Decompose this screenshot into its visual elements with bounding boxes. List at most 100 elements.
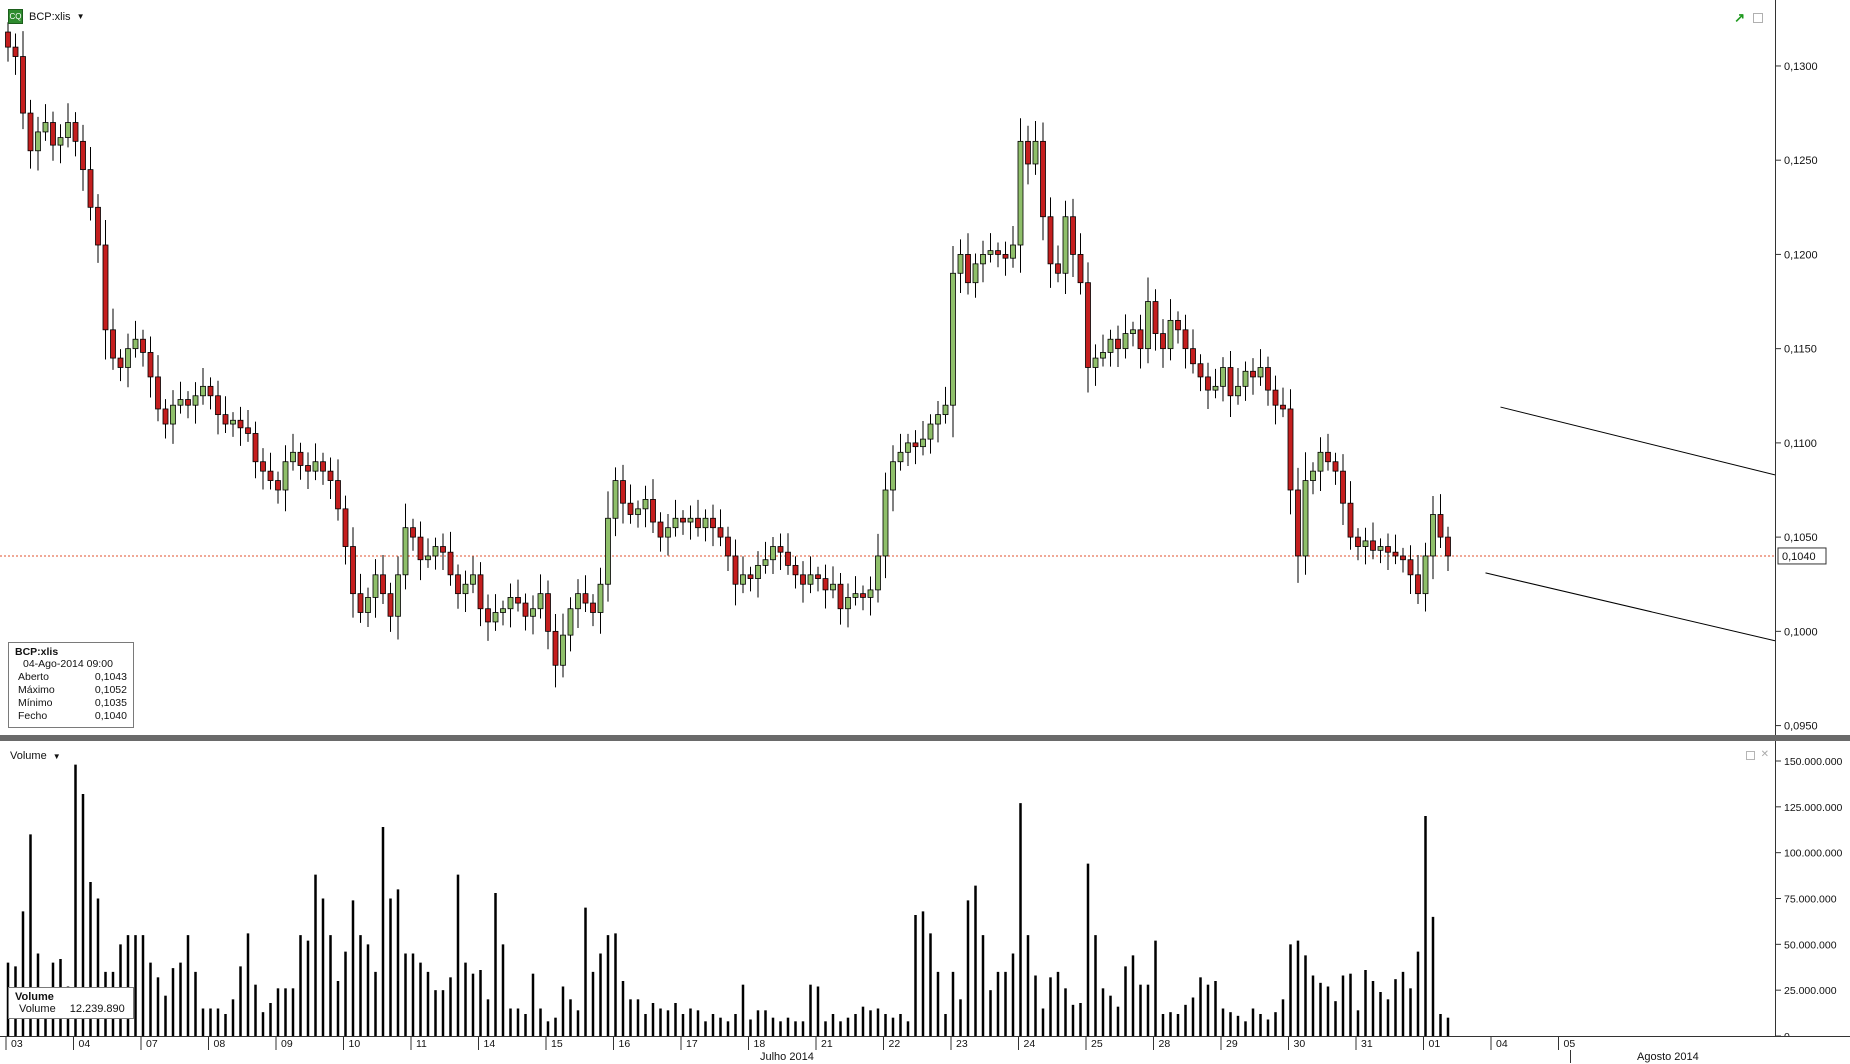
candle-body — [965, 254, 971, 284]
day-label: 22 — [889, 1038, 901, 1050]
candle-body — [320, 461, 326, 472]
candle-body — [1175, 319, 1181, 331]
candle-body — [657, 521, 664, 538]
candle-body — [987, 250, 994, 255]
price-chart-panel[interactable]: CQ BCP:xlis ▼ ↗ BCP:xlis 04-Ago-2014 09:… — [0, 0, 1775, 735]
candle-body — [20, 56, 26, 114]
candle-body — [777, 546, 784, 553]
candle-body — [1235, 385, 1241, 397]
candle-body — [507, 597, 514, 610]
candle-body — [650, 499, 656, 523]
candle-body — [740, 574, 746, 585]
candle-body — [957, 254, 964, 274]
day-label: 28 — [1159, 1038, 1171, 1050]
candle-body — [1227, 367, 1234, 397]
candle-body — [80, 140, 86, 171]
candle-body — [380, 574, 386, 595]
candle-body — [837, 583, 844, 610]
chevron-down-icon[interactable]: ▼ — [76, 12, 85, 21]
candle-body — [882, 489, 889, 557]
panel-divider[interactable] — [0, 735, 1850, 741]
candle-body — [635, 508, 641, 515]
volume-tick-label: 150.000.000 — [1784, 756, 1843, 768]
candle-body — [365, 597, 371, 613]
candle-body — [597, 583, 604, 613]
candle-body — [50, 122, 56, 146]
price-axis-ticks: 0,1300 0,1250 0,1200 0,1150 0,1100 0,1050 0,10… — [1776, 61, 1827, 733]
time-axis[interactable]: 03 04 07 08 09 10 11 14 15 16 17 18 21 22 23 24 25 28 29 30… — [0, 1036, 1850, 1064]
candle-body — [350, 546, 356, 595]
volume-chart[interactable] — [0, 741, 1775, 1036]
maximize-icon[interactable] — [1745, 751, 1755, 760]
candle-body — [620, 480, 626, 504]
candle-body — [1205, 376, 1211, 391]
volume-panel[interactable]: Volume ▼ ✕ Volume Volume 12.239.890 — [0, 741, 1775, 1036]
volume-axis[interactable]: 150.000.000 125.000.000 100.000.000 75.000.… — [1775, 741, 1850, 1036]
candle-body — [192, 395, 199, 406]
candle-body — [95, 206, 101, 246]
candle-body — [1257, 367, 1264, 378]
candle-body — [492, 612, 499, 623]
candle-body — [252, 433, 259, 463]
candle-body — [1287, 408, 1294, 491]
candle-body — [1340, 470, 1346, 504]
price-tick-label: 0,1150 — [1784, 344, 1817, 356]
candle-body — [170, 404, 176, 425]
candle-body — [477, 574, 484, 610]
candle-body — [65, 122, 71, 138]
candle-body — [732, 555, 739, 585]
volume-tick-label: 125.000.000 — [1784, 802, 1843, 814]
candle-body — [42, 122, 49, 133]
candle-body — [1040, 140, 1046, 218]
day-label: 31 — [1361, 1038, 1373, 1050]
price-tick-label: 0,1000 — [1784, 626, 1818, 638]
candle-body — [785, 551, 791, 566]
candle-body — [747, 574, 754, 579]
candle-body — [665, 527, 671, 538]
candle-body — [327, 470, 334, 481]
candle-body — [417, 536, 424, 561]
candle-body — [1310, 470, 1316, 481]
price-tick-label: 0,0950 — [1784, 721, 1818, 733]
candle-body — [612, 480, 619, 519]
candle-body — [875, 555, 881, 591]
candle-body — [1100, 352, 1106, 359]
price-tick-label: 0,1200 — [1784, 249, 1818, 261]
symbol-selector[interactable]: CQ BCP:xlis ▼ — [8, 9, 84, 24]
candle-body — [1062, 216, 1069, 274]
candle-body — [1437, 514, 1444, 538]
candle-body — [1145, 301, 1151, 350]
price-axis[interactable]: 0,1300 0,1250 0,1200 0,1150 0,1100 0,1050 0,10… — [1775, 0, 1850, 735]
candle-body — [372, 574, 379, 598]
candle-body — [440, 546, 446, 553]
day-label: 23 — [956, 1038, 968, 1050]
candle-body — [117, 357, 124, 368]
candle-body — [935, 414, 941, 425]
candle-body — [1025, 140, 1031, 165]
candle-body — [927, 423, 934, 440]
volume-study-selector[interactable]: Volume ▼ — [10, 750, 61, 762]
candle-body — [110, 329, 116, 359]
candle-body — [1017, 140, 1024, 246]
candle-body — [1347, 502, 1354, 538]
day-label: 21 — [821, 1038, 833, 1050]
candle-body — [470, 574, 476, 585]
candle-body — [755, 564, 761, 579]
price-tick-label: 0,1100 — [1784, 438, 1817, 450]
candle-body — [1212, 385, 1219, 391]
price-chart[interactable] — [0, 0, 1775, 735]
candle-body — [537, 593, 544, 610]
candle-body — [1265, 367, 1271, 391]
candle-body — [1362, 540, 1369, 547]
chevron-down-icon[interactable]: ▼ — [52, 751, 61, 761]
ohlc-info-box: BCP:xlis 04-Ago-2014 09:00 Aberto 0,1043 … — [8, 642, 134, 728]
day-label: 14 — [484, 1038, 496, 1050]
trend-tool-icon[interactable]: ↗ — [1734, 10, 1745, 25]
candle-body — [725, 536, 731, 557]
last-price-label: 0,1040 — [1782, 551, 1816, 563]
candle-body — [1385, 546, 1391, 553]
candle-body — [155, 376, 161, 410]
chart-app-icon: CQ — [8, 9, 23, 24]
close-icon[interactable]: ✕ — [1760, 749, 1769, 760]
maximize-icon[interactable] — [1753, 13, 1763, 23]
